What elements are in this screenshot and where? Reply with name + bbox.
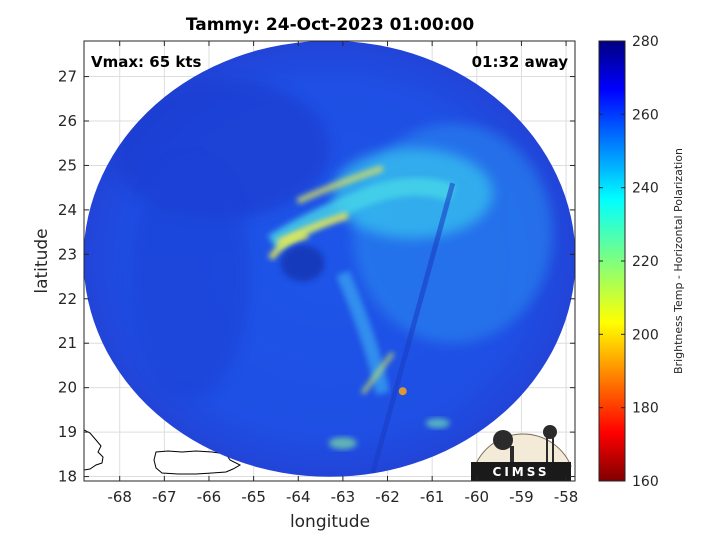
logo-dish — [493, 430, 513, 450]
colorbar-tick-label: 160 — [632, 474, 659, 490]
y-tick-label: 20 — [58, 379, 77, 397]
x-tick-label: -60 — [465, 488, 490, 506]
colorbar-tick-label: 280 — [632, 34, 659, 50]
y-tick-label: 18 — [58, 468, 77, 486]
x-tick-label: -64 — [286, 488, 311, 506]
x-axis-title: longitude — [290, 512, 370, 532]
y-tick-label: 24 — [58, 201, 77, 219]
x-tick-label: -62 — [375, 488, 400, 506]
colorbar-tick-label: 240 — [632, 181, 659, 197]
y-tick-label: 27 — [58, 68, 77, 86]
time-offset-annotation: 01:32 away — [472, 53, 569, 71]
plot-title: Tammy: 24-Oct-2023 01:00:00 — [186, 15, 474, 35]
x-tick-label: -68 — [107, 488, 132, 506]
y-tick-label: 21 — [58, 334, 77, 352]
colorbar-tick-label: 200 — [632, 327, 659, 343]
x-tick-label: -59 — [509, 488, 534, 506]
logo-water-tower — [543, 425, 557, 439]
colorbar-tick-label: 220 — [632, 254, 659, 270]
colorbar: 160 180 200 220 240 260 280 Brightness Temp - … — [598, 34, 685, 490]
x-tick-label: -67 — [152, 488, 177, 506]
x-tick-label: -58 — [554, 488, 579, 506]
colorbar-title: Brightness Temp - Horizontal Polarizatio… — [672, 148, 685, 374]
y-tick-label: 23 — [58, 245, 77, 263]
colorbar-tick-label: 260 — [632, 107, 659, 123]
logo-text: CIMSS — [493, 465, 550, 479]
colorbar-ticks: 160 180 200 220 240 260 280 — [599, 34, 659, 490]
colorbar-tick-label: 180 — [632, 401, 659, 417]
y-axis: 18 19 20 21 22 23 24 25 26 27 — [58, 68, 575, 486]
y-tick-label: 22 — [58, 290, 77, 308]
x-tick-label: -65 — [241, 488, 266, 506]
x-tick-label: -66 — [197, 488, 222, 506]
y-axis-title: latitude — [32, 228, 52, 293]
logo-banner — [471, 462, 571, 481]
y-tick-label: 26 — [58, 112, 77, 130]
y-tick-label: 19 — [58, 423, 77, 441]
x-axis: -68 -67 -66 -65 -64 -63 -62 -61 -60 -59 -58 — [107, 41, 578, 506]
y-tick-label: 25 — [58, 156, 77, 174]
vmax-annotation: Vmax: 65 kts — [91, 53, 201, 71]
x-tick-label: -63 — [331, 488, 356, 506]
land-virgin-islands — [153, 450, 242, 475]
cimss-logo: CIMSS — [471, 425, 572, 481]
x-tick-label: -61 — [420, 488, 445, 506]
brightness-temp-swath — [83, 40, 576, 477]
land-puerto-rico-east — [84, 429, 104, 471]
axes-frame — [83, 40, 576, 482]
